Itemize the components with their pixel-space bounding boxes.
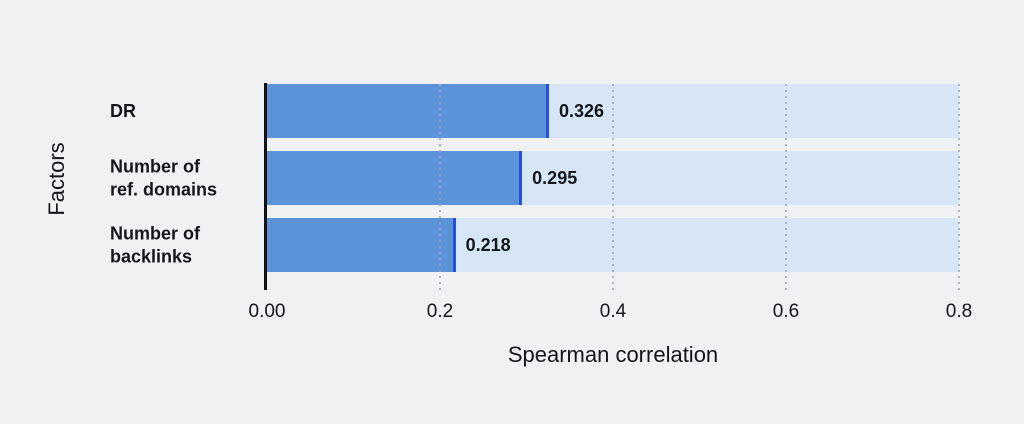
y-axis-line xyxy=(264,83,267,290)
category-label: Number of ref. domains xyxy=(110,156,218,200)
x-tick-label: 0.00 xyxy=(248,301,286,322)
category-label: Number of backlinks xyxy=(110,223,200,267)
bar-value-label: 0.295 xyxy=(532,167,578,188)
x-tick-label: 0.2 xyxy=(426,301,454,322)
bar-row: Number of backlinks 0.218 xyxy=(110,218,959,272)
bar-track: 0.218 xyxy=(267,218,959,272)
x-tick-label: 0.8 xyxy=(945,301,973,322)
bar-fill xyxy=(267,218,456,272)
x-axis-title: Spearman correlation xyxy=(507,342,719,367)
category-label: DR xyxy=(110,100,136,121)
x-tick-label: 0.4 xyxy=(599,301,627,322)
x-tick-label: 0.6 xyxy=(772,301,800,322)
bar-row: DR 0.326 xyxy=(110,84,959,138)
bar-rows: DR 0.326 Number of ref. domains 0.295 Nu… xyxy=(110,84,959,272)
bar-row: Number of ref. domains 0.295 xyxy=(110,151,959,205)
bar-fill xyxy=(267,151,523,205)
y-axis-title: Factors xyxy=(44,142,69,216)
x-tick-labels: 0.00 0.2 0.4 0.6 0.8 xyxy=(249,301,973,325)
bar-track: 0.326 xyxy=(267,84,959,138)
bar-value-label: 0.326 xyxy=(558,100,605,121)
bar-track: 0.295 xyxy=(267,151,959,205)
bar-fill xyxy=(267,84,549,138)
bar-value-label: 0.218 xyxy=(465,234,511,255)
